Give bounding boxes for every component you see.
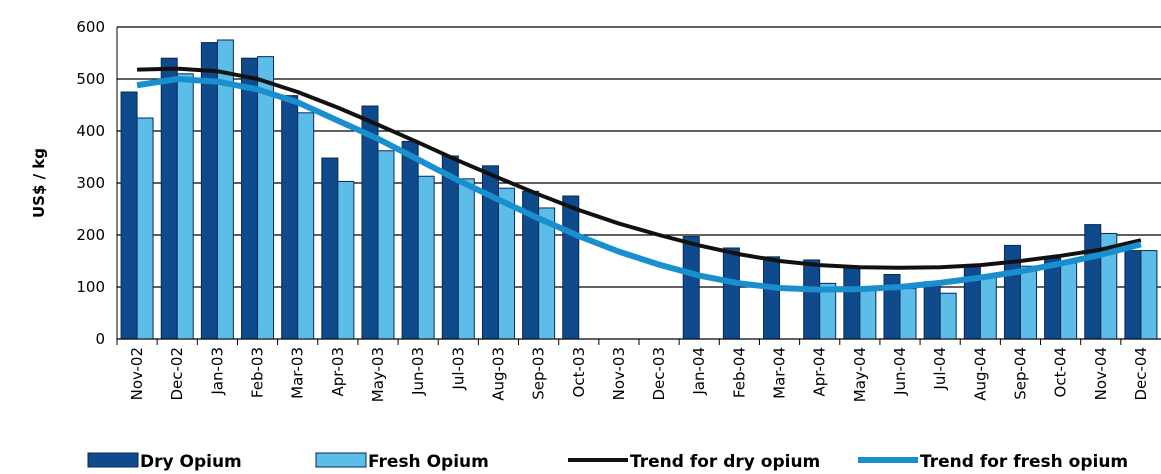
y-tick-label: 600 — [76, 18, 105, 36]
bar — [899, 288, 917, 340]
legend-label: Fresh Opium — [368, 452, 489, 472]
legend-swatch — [87, 452, 139, 468]
x-tick-label: Oct-04 — [1052, 347, 1070, 397]
x-tick-label: May-04 — [851, 347, 869, 402]
x-tick-label: Jun-04 — [891, 347, 909, 396]
legend-label: Trend for fresh opium — [920, 452, 1128, 472]
x-tick-label: Mar-04 — [771, 347, 789, 399]
legend-label: Dry Opium — [140, 452, 242, 472]
bar — [257, 56, 275, 340]
bar — [441, 155, 459, 340]
bar — [1044, 257, 1062, 340]
bar — [120, 91, 138, 340]
bar — [160, 57, 178, 340]
x-tick-label: Dec-04 — [1132, 347, 1150, 401]
y-axis-label: US$ / kg — [30, 148, 48, 218]
x-tick-label: Feb-04 — [730, 347, 748, 398]
x-tick-label: May-03 — [369, 347, 387, 402]
bar — [200, 42, 218, 340]
bar — [1084, 224, 1102, 340]
bar — [241, 57, 259, 340]
y-tick-label: 500 — [76, 70, 105, 88]
y-tick-label: 100 — [76, 278, 105, 296]
bar — [401, 140, 419, 340]
x-tick-label: Jun-03 — [409, 347, 427, 396]
bar — [281, 95, 299, 340]
x-tick-label: Jul-04 — [931, 347, 949, 391]
bar — [979, 276, 997, 340]
trend-line — [136, 76, 1142, 293]
x-tick-label: Nov-04 — [1092, 347, 1110, 400]
x-tick-label: Apr-04 — [811, 347, 829, 397]
x-tick-label: Jul-03 — [449, 347, 467, 391]
x-tick-label: Nov-03 — [610, 347, 628, 400]
bar — [939, 292, 957, 340]
bar — [562, 195, 580, 340]
x-tick-label: Apr-03 — [329, 347, 347, 397]
x-tick-label: Feb-03 — [249, 347, 267, 398]
bar — [803, 259, 821, 340]
x-tick-label: Mar-03 — [289, 347, 307, 399]
x-tick-label: Dec-02 — [168, 347, 186, 401]
bar — [337, 180, 355, 340]
y-tick-label: 200 — [76, 226, 105, 244]
bar — [321, 157, 339, 340]
bar — [859, 286, 877, 340]
x-tick-label: Sep-04 — [1011, 347, 1029, 400]
x-tick-label: Jan-03 — [208, 347, 226, 396]
x-tick-label: Jan-04 — [690, 347, 708, 396]
bar — [176, 73, 194, 340]
y-tick-label: 400 — [76, 122, 105, 140]
legend-swatch — [315, 452, 367, 468]
bar — [136, 117, 154, 340]
bar — [457, 178, 475, 340]
bar — [377, 150, 395, 340]
bar — [1124, 250, 1142, 340]
bar — [297, 112, 315, 340]
x-tick-label: Oct-03 — [570, 347, 588, 397]
y-tick-label: 0 — [95, 330, 105, 348]
bar — [923, 281, 941, 340]
bar — [417, 175, 435, 340]
bar — [682, 236, 700, 340]
x-tick-label: Dec-03 — [650, 347, 668, 401]
bar — [843, 265, 861, 340]
x-tick-label: Aug-04 — [971, 347, 989, 401]
bar — [1060, 262, 1078, 340]
bar — [722, 247, 740, 340]
bar — [1140, 250, 1158, 340]
x-tick-label: Sep-03 — [530, 347, 548, 400]
trend-line — [137, 66, 1142, 270]
y-tick-label: 300 — [76, 174, 105, 192]
x-tick-label: Nov-02 — [128, 347, 146, 400]
bar — [763, 256, 781, 340]
bar — [497, 187, 515, 340]
x-tick-label: Aug-03 — [489, 347, 507, 401]
legend-label: Trend for dry opium — [630, 452, 820, 472]
bar — [1019, 265, 1037, 340]
